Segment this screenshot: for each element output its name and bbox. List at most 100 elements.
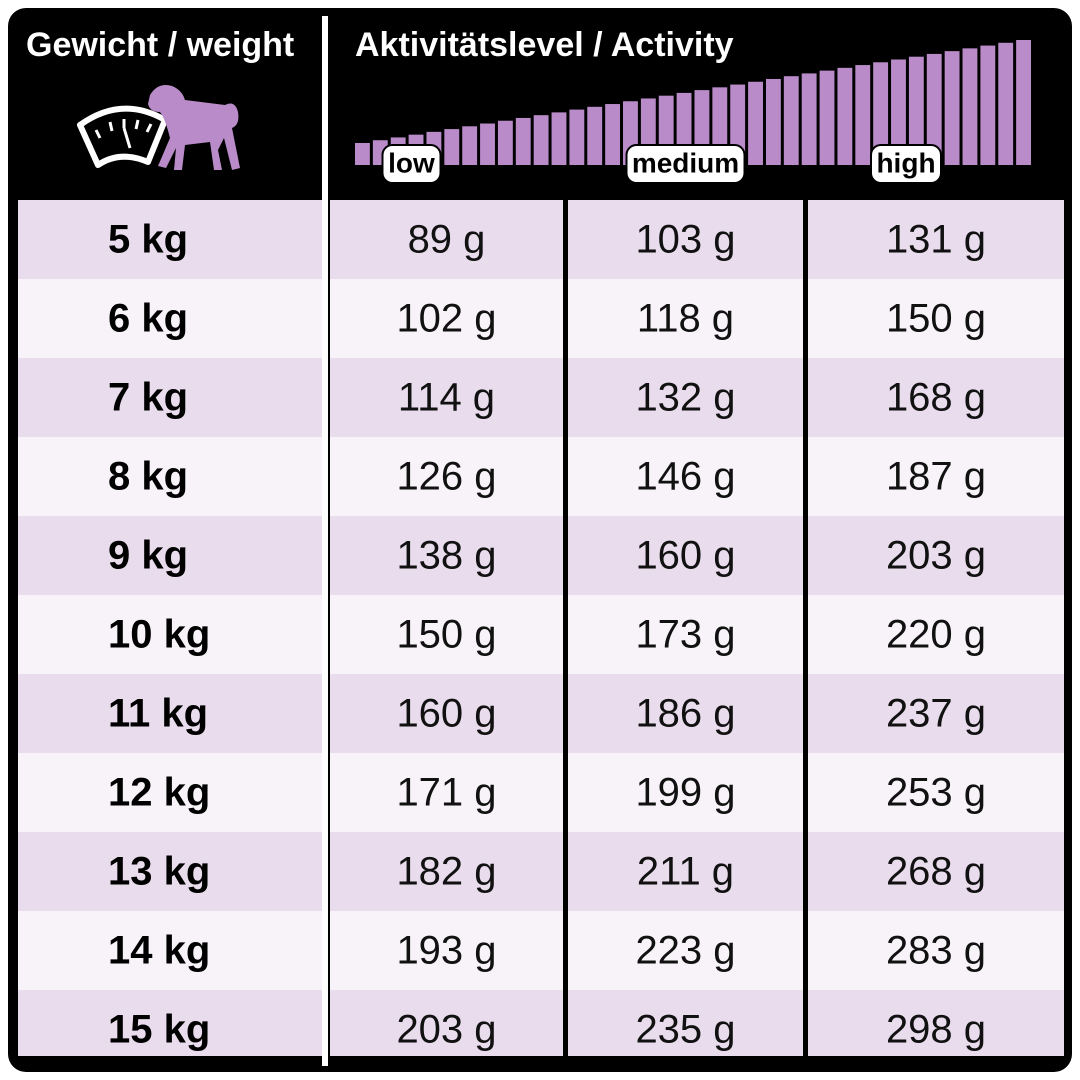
weight-cell: 14 kg (108, 929, 210, 973)
amount-cell: 114 g (398, 376, 495, 420)
cell-bg (330, 911, 563, 990)
cell-bg (330, 595, 563, 674)
ramp-bar (837, 67, 853, 165)
weight-cell: 6 kg (108, 297, 188, 341)
cell-bg (808, 674, 1064, 753)
amount-cell: 118 g (637, 297, 734, 341)
weight-cell: 8 kg (108, 455, 188, 499)
amount-cell: 171 g (396, 771, 496, 815)
cell-bg (18, 990, 322, 1056)
amount-cell: 223 g (635, 929, 735, 973)
weight-cell: 7 kg (108, 376, 188, 420)
amount-cell: 131 g (886, 218, 986, 262)
ramp-bar (765, 78, 781, 165)
cell-bg (330, 832, 563, 911)
amount-cell: 253 g (886, 771, 986, 815)
ramp-bar (497, 120, 513, 165)
ramp-bar (569, 109, 585, 165)
ramp-bar (962, 48, 978, 166)
ramp-bar (462, 126, 478, 165)
cell-bg (18, 595, 322, 674)
amount-cell: 187 g (886, 455, 986, 499)
amount-cell: 211 g (637, 850, 734, 894)
cell-bg (568, 595, 803, 674)
cell-bg (18, 279, 322, 358)
cell-bg (330, 279, 563, 358)
amount-cell: 237 g (886, 692, 986, 736)
amount-cell: 150 g (886, 297, 986, 341)
weight-title: Gewicht / weight (26, 26, 294, 64)
cell-bg (18, 911, 322, 990)
amount-cell: 182 g (396, 850, 496, 894)
level-label: high (876, 147, 935, 178)
level-label: low (388, 147, 435, 178)
amount-cell: 203 g (886, 534, 986, 578)
amount-cell: 146 g (635, 455, 735, 499)
cell-bg (808, 516, 1064, 595)
cell-bg (330, 516, 563, 595)
amount-cell: 203 g (396, 1008, 496, 1052)
cell-bg (568, 911, 803, 990)
level-badge (625, 144, 746, 184)
ramp-bar (855, 65, 871, 165)
amount-cell: 298 g (886, 1008, 986, 1052)
cell-bg (568, 279, 803, 358)
cell-bg (808, 358, 1064, 437)
cell-bg (808, 911, 1064, 990)
amount-cell: 220 g (886, 613, 986, 657)
amount-cell: 193 g (396, 929, 496, 973)
cell-bg (18, 437, 322, 516)
cell-bg (808, 595, 1064, 674)
cell-bg (18, 516, 322, 595)
cell-bg (808, 753, 1064, 832)
ramp-bar (355, 143, 370, 165)
ramp-bar (515, 117, 531, 165)
level-label: medium (632, 147, 739, 178)
amount-cell: 126 g (396, 455, 496, 499)
weight-cell: 15 kg (108, 1008, 210, 1052)
cell-bg (808, 832, 1064, 911)
cell-bg (568, 832, 803, 911)
divider (322, 16, 328, 1066)
amount-cell: 89 g (408, 218, 486, 262)
weight-cell: 5 kg (108, 218, 188, 262)
activity-levels: low medium high (381, 144, 942, 184)
ramp-bar (480, 123, 495, 165)
cell-bg (568, 358, 803, 437)
cell-bg (808, 279, 1064, 358)
level-badge (381, 144, 442, 184)
ramp-bar (908, 56, 924, 166)
ramp-bar (980, 45, 996, 165)
amount-cell: 132 g (635, 376, 735, 420)
ramp-bar (533, 115, 549, 165)
amount-cell: 186 g (635, 692, 735, 736)
weight-cell: 9 kg (108, 534, 188, 578)
ramp-bar (444, 129, 460, 165)
ramp-bar (748, 81, 763, 165)
amount-cell: 173 g (635, 613, 735, 657)
amount-cell: 138 g (396, 534, 496, 578)
amount-cell: 168 g (886, 376, 986, 420)
level-badge (870, 144, 942, 184)
ramp-bar (873, 62, 889, 165)
cell-bg (808, 200, 1064, 279)
ramp-bar (998, 42, 1014, 165)
cell-bg (568, 674, 803, 753)
cell-bg (330, 437, 563, 516)
weight-cell: 10 kg (108, 613, 210, 657)
amount-cell: 102 g (396, 297, 496, 341)
cell-bg (18, 358, 322, 437)
cell-bg (568, 990, 803, 1056)
dog-icon (148, 85, 240, 170)
amount-cell: 235 g (635, 1008, 735, 1052)
cell-bg (568, 516, 803, 595)
amount-cell: 160 g (635, 534, 735, 578)
activity-title: Aktivitätslevel / Activity (355, 26, 734, 64)
ramp-bar (891, 59, 906, 166)
ramp-bar (819, 70, 835, 165)
table-body: 5 kg 89 g 103 g 131 g 6 kg 102 g 118 g 150 g 7 k… (18, 200, 1064, 1056)
weight-cell: 12 kg (108, 771, 210, 815)
cell-bg (330, 674, 563, 753)
amount-cell: 103 g (635, 218, 735, 262)
